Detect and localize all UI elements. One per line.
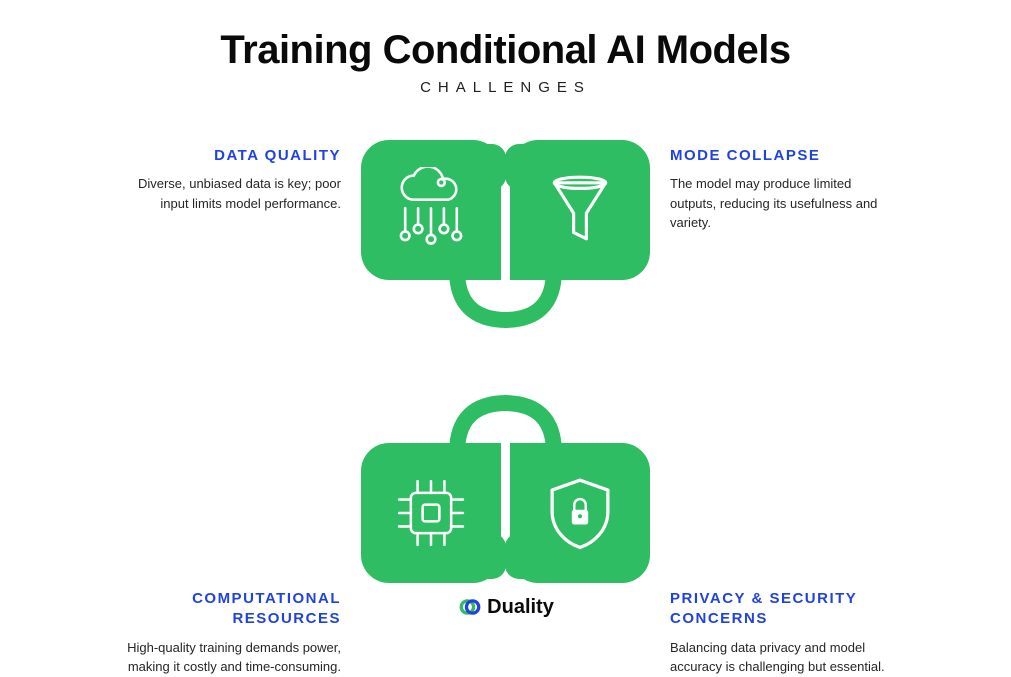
quad-desc: The model may produce limited outputs, r… [670, 174, 900, 233]
shield-lock-icon [539, 472, 621, 554]
tile [510, 443, 650, 583]
quad-desc: Diverse, unbiased data is key; poor inpu… [111, 174, 341, 213]
center-tab [460, 533, 506, 579]
quad-label: MODE COLLAPSE [670, 146, 900, 166]
duality-icon [457, 594, 483, 620]
footer: Duality [0, 594, 1011, 625]
brand-logo: Duality [457, 594, 554, 620]
text-block: MODE COLLAPSE The model may produce limi… [670, 146, 900, 233]
header: Training Conditional AI Models CHALLENGE… [0, 0, 1011, 96]
page-title: Training Conditional AI Models [0, 28, 1011, 73]
infographic-grid: DATA QUALITY Diverse, unbiased data is k… [0, 140, 1011, 583]
page-subtitle: CHALLENGES [0, 79, 1011, 96]
text-block: DATA QUALITY Diverse, unbiased data is k… [111, 146, 341, 213]
brand-name: Duality [487, 596, 554, 619]
center-tab [460, 144, 506, 190]
tile [510, 140, 650, 280]
quad-desc: Balancing data privacy and model accurac… [670, 638, 900, 677]
quad-label: DATA QUALITY [111, 146, 341, 166]
quad-desc: High-quality training demands power, mak… [111, 638, 341, 677]
funnel-icon [540, 170, 620, 250]
